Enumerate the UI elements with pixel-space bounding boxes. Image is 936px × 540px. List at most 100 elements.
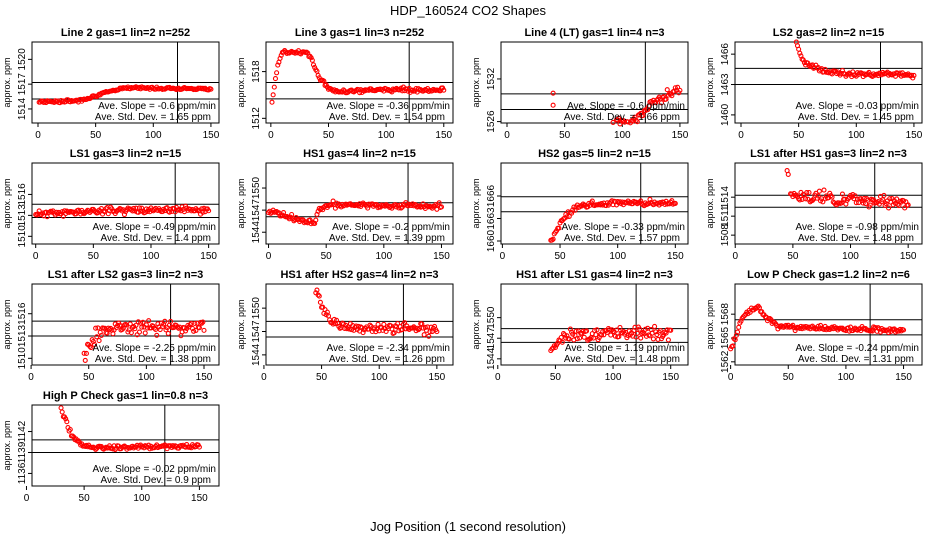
data-point xyxy=(162,318,168,324)
x-tick-label: 100 xyxy=(609,251,626,262)
y-axis-label: approx. ppm xyxy=(705,178,715,228)
data-point xyxy=(174,324,181,330)
data-point xyxy=(785,171,791,177)
data-point xyxy=(278,52,284,58)
panel-title: HS1 gas=4 lin=2 n=15 xyxy=(303,148,416,160)
data-points xyxy=(33,203,212,220)
x-tick-label: 150 xyxy=(435,130,452,141)
x-tick-label: 100 xyxy=(614,130,631,141)
data-points xyxy=(784,168,911,211)
y-tick-label: 1550 xyxy=(251,297,262,320)
data-point xyxy=(862,201,869,207)
data-point xyxy=(663,96,669,102)
data-point xyxy=(427,329,433,335)
slope-annotation: Ave. Slope = -0.24 ppm/min xyxy=(796,343,920,354)
data-point xyxy=(815,193,821,199)
y-tick-label: 1466 xyxy=(720,43,731,66)
data-point xyxy=(829,194,835,200)
data-point xyxy=(330,321,336,327)
data-point xyxy=(106,326,113,332)
data-points xyxy=(793,39,917,81)
data-point xyxy=(732,337,738,343)
data-point xyxy=(83,350,89,357)
data-point xyxy=(183,328,189,334)
y-tick-label: 1547 xyxy=(251,320,262,343)
std-annotation: Ave. Std. Dev. = 1.45 ppm xyxy=(798,112,914,123)
x-tick-label: 150 xyxy=(906,130,923,141)
data-point xyxy=(275,62,281,68)
x-tick-label: 0 xyxy=(732,251,738,262)
panel-title: Line 2 gas=1 lin=2 n=252 xyxy=(61,27,190,39)
data-point xyxy=(581,334,587,340)
y-axis-label: approx. ppm xyxy=(705,57,715,107)
data-point xyxy=(556,225,562,231)
x-tick-label: 100 xyxy=(133,493,150,504)
data-point xyxy=(395,202,401,208)
panel-4: LS2 gas=2 lin=2 n=15 approx. ppm 1460 1463 1… xyxy=(705,27,923,141)
data-point xyxy=(357,90,363,96)
data-point xyxy=(310,62,317,68)
x-tick-label: 50 xyxy=(83,372,95,383)
data-point xyxy=(866,69,872,75)
x-tick-label: 150 xyxy=(895,372,912,383)
y-tick-label: 1142 xyxy=(17,420,28,442)
x-tick-label: 100 xyxy=(842,251,859,262)
data-points xyxy=(550,84,683,127)
data-point xyxy=(67,426,73,433)
data-point xyxy=(436,200,442,206)
y-axis-label: approx. ppm xyxy=(236,299,246,349)
data-point xyxy=(583,328,590,334)
data-point xyxy=(867,202,873,208)
data-point xyxy=(200,319,206,325)
x-tick-label: 100 xyxy=(138,372,155,383)
panel-3: Line 4 (LT) gas=1 lin=4 n=3 approx. ppm 15… xyxy=(471,27,689,141)
data-point xyxy=(658,100,665,106)
data-point xyxy=(616,334,622,340)
x-tick-label: 0 xyxy=(35,130,41,141)
data-point xyxy=(82,357,88,363)
x-tick-label: 50 xyxy=(323,130,335,141)
data-point xyxy=(892,200,899,206)
x-tick-label: 0 xyxy=(500,251,506,262)
data-point xyxy=(191,328,197,334)
panel-title: LS1 after HS1 gas=3 lin=2 n=3 xyxy=(750,148,907,160)
x-tick-label: 50 xyxy=(793,130,805,141)
y-tick-label: 1565 xyxy=(720,326,731,349)
data-points xyxy=(58,405,202,453)
data-point xyxy=(880,197,886,203)
plot-frame xyxy=(31,404,220,487)
data-point xyxy=(161,443,167,449)
y-tick-label: 1547 xyxy=(486,327,497,350)
data-point xyxy=(176,325,182,331)
data-point xyxy=(415,327,421,333)
slope-annotation: Ave. Slope = -0.36 ppm/min xyxy=(327,101,451,112)
data-point xyxy=(317,206,323,213)
data-point xyxy=(314,287,320,293)
data-point xyxy=(96,338,102,344)
x-tick-label: 150 xyxy=(191,493,208,504)
data-point xyxy=(168,318,174,324)
data-point xyxy=(441,87,447,93)
data-point xyxy=(133,322,139,328)
data-point xyxy=(389,326,395,332)
data-point xyxy=(672,85,678,91)
data-point xyxy=(800,57,806,63)
y-tick-label: 1550 xyxy=(486,306,497,329)
y-tick-label: 1136 xyxy=(17,462,28,484)
x-tick-label: 100 xyxy=(838,372,855,383)
data-point xyxy=(860,200,866,206)
y-tick-label: 1517 xyxy=(17,73,28,96)
slope-annotation: Ave. Slope = -2.34 ppm/min xyxy=(327,343,451,354)
std-annotation: Ave. Std. Dev. = 1.48 ppm xyxy=(798,233,914,244)
data-point xyxy=(620,329,626,335)
data-point xyxy=(550,102,556,108)
data-point xyxy=(346,326,352,332)
panel-title: Line 3 gas=1 lin=3 n=252 xyxy=(295,27,424,39)
x-tick-label: 50 xyxy=(321,251,333,262)
x-axis-label: Jog Position (1 second resolution) xyxy=(370,519,566,534)
y-tick-label: 1512 xyxy=(251,107,262,130)
y-tick-label: 1544 xyxy=(251,221,262,244)
panel-title: HS1 after LS1 gas=4 lin=2 n=3 xyxy=(516,269,673,281)
data-point xyxy=(95,325,101,331)
